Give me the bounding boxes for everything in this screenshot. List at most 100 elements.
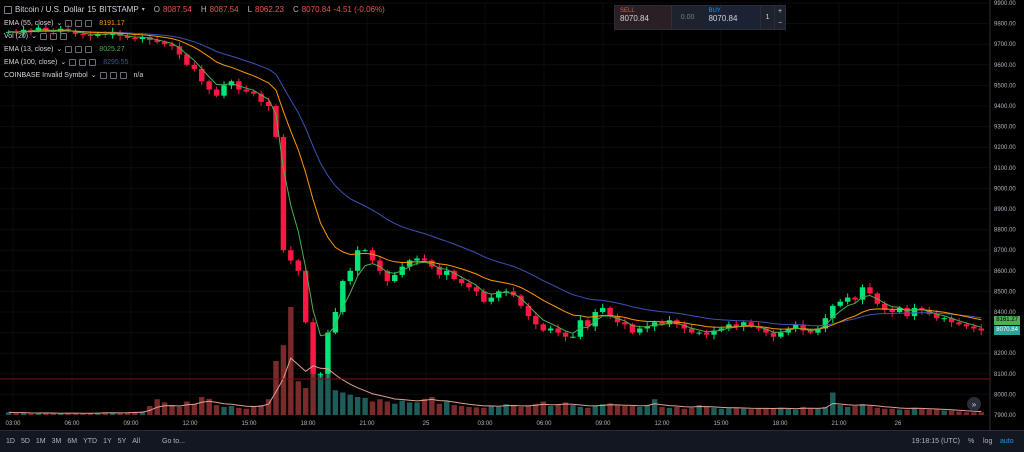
- volume-bar: [570, 405, 576, 415]
- close-icon[interactable]: [119, 71, 127, 79]
- candle-body: [562, 332, 569, 337]
- indicator-ema55[interactable]: EMA (55, close) ⌄ 8191.17: [4, 18, 125, 28]
- interval[interactable]: 15: [87, 5, 97, 14]
- candle-body: [451, 270, 457, 280]
- volume-bar: [87, 413, 94, 415]
- close-icon[interactable]: [60, 32, 67, 40]
- indicator-ema13[interactable]: EMA (13, close) ⌄ 8025.27: [4, 44, 125, 54]
- candle-body: [547, 328, 554, 331]
- auto-toggle[interactable]: auto: [1000, 438, 1014, 445]
- volume-bar: [354, 397, 361, 415]
- log-toggle[interactable]: log: [983, 438, 993, 445]
- settings-icon[interactable]: [79, 58, 87, 66]
- eye-icon[interactable]: [99, 71, 107, 79]
- range-5d[interactable]: 5D: [20, 438, 30, 445]
- quantity-stepper[interactable]: + −: [774, 6, 785, 29]
- range-5y[interactable]: 5Y: [117, 438, 127, 445]
- settings-icon[interactable]: [75, 45, 83, 53]
- candle-body: [95, 33, 101, 36]
- candle-body: [896, 307, 903, 312]
- y-tick-label: 9400.00: [994, 104, 1016, 110]
- x-tick-label: 15:00: [241, 421, 257, 427]
- volume-bar: [317, 374, 324, 415]
- candle-body: [273, 106, 279, 137]
- volume-bar: [377, 399, 383, 415]
- volume-bar: [926, 409, 933, 415]
- candle-body: [607, 307, 613, 317]
- volume-bar: [941, 410, 947, 415]
- eye-icon[interactable]: [65, 19, 73, 27]
- volume-bar: [13, 413, 19, 415]
- volume-bar: [963, 412, 970, 415]
- volume-bar: [785, 408, 791, 415]
- ema55-line: [8, 30, 982, 330]
- price-chart[interactable]: 9900.00 9800.00 9700.00 9600.00 9500.00 9400.…: [0, 0, 1024, 430]
- settings-icon[interactable]: [50, 32, 57, 40]
- volume-bar: [65, 412, 71, 415]
- range-all[interactable]: All: [132, 438, 141, 445]
- quantity-field[interactable]: 1: [760, 6, 774, 29]
- increment-button[interactable]: +: [777, 8, 783, 16]
- indicator-coinbase[interactable]: COINBASE Invalid Symbol ⌄ n/a: [4, 70, 143, 80]
- volume-bar: [659, 406, 665, 415]
- sell-label: SELL: [620, 8, 635, 14]
- candle-body: [703, 332, 710, 335]
- chevron-down-icon[interactable]: ⌄: [56, 46, 63, 53]
- volume-bar: [399, 400, 405, 415]
- eye-icon[interactable]: [65, 45, 73, 53]
- chevron-down-icon[interactable]: ▾: [141, 7, 145, 13]
- scroll-to-realtime-button[interactable]: »: [967, 397, 981, 411]
- range-3m[interactable]: 3M: [51, 438, 62, 445]
- close-icon[interactable]: [85, 45, 93, 53]
- volume-bar: [95, 412, 101, 415]
- eye-icon[interactable]: [69, 58, 77, 66]
- x-tick-label: 25: [423, 421, 430, 427]
- range-6m[interactable]: 6M: [67, 438, 78, 445]
- candle-body: [496, 291, 502, 298]
- range-1y[interactable]: 1Y: [103, 438, 112, 445]
- y-tick-label: 9300.00: [994, 125, 1016, 131]
- volume-bar: [741, 408, 747, 415]
- percent-toggle[interactable]: %: [968, 438, 975, 445]
- candle-body: [711, 330, 717, 335]
- indicator-ema100[interactable]: EMA (100, close) ⌄ 8295.55: [4, 57, 129, 67]
- range-1d[interactable]: 1D: [6, 438, 15, 445]
- symbol-name[interactable]: Bitcoin / U.S. Dollar: [15, 5, 85, 14]
- volume-bar: [258, 405, 264, 415]
- close-icon[interactable]: [89, 58, 97, 66]
- volume-bar: [6, 412, 12, 415]
- chevron-down-icon[interactable]: ⌄: [90, 72, 97, 79]
- range-1m[interactable]: 1M: [35, 438, 46, 445]
- candle-body: [191, 64, 198, 69]
- volume-bar: [770, 408, 777, 415]
- y-tick-label: 8500.00: [994, 289, 1016, 295]
- chevron-down-icon[interactable]: ⌄: [56, 20, 63, 27]
- buy-button[interactable]: BUY 8070.84: [703, 6, 761, 29]
- volume-bar: [592, 406, 598, 415]
- volume-bar: [473, 407, 480, 415]
- candle-body: [488, 297, 494, 302]
- settings-icon[interactable]: [109, 71, 117, 79]
- x-tick-label: 12:00: [182, 421, 198, 427]
- volume-bar: [540, 401, 546, 415]
- x-tick-label: 18:00: [300, 421, 316, 427]
- close-icon[interactable]: [85, 19, 93, 27]
- eye-icon[interactable]: [40, 32, 47, 40]
- candle-body: [755, 326, 762, 329]
- chevron-down-icon[interactable]: ⌄: [60, 59, 67, 66]
- volume-bar: [525, 406, 532, 415]
- settings-icon[interactable]: [75, 19, 83, 27]
- x-tick-label: 09:00: [595, 421, 611, 427]
- utc-clock[interactable]: 19:18:15 (UTC): [911, 438, 960, 445]
- chevron-down-icon[interactable]: ⌄: [31, 33, 37, 40]
- indicator-vol[interactable]: Vol (20) ⌄: [4, 31, 67, 41]
- volume-bar: [681, 408, 688, 415]
- goto-button[interactable]: Go to...: [162, 438, 185, 445]
- range-ytd[interactable]: YTD: [83, 438, 98, 445]
- close-value: 8070.84: [301, 5, 331, 14]
- volume-bar: [644, 405, 650, 415]
- volume-bar: [807, 408, 814, 415]
- sell-button[interactable]: SELL 8070.84: [615, 6, 672, 29]
- decrement-button[interactable]: −: [777, 19, 783, 27]
- candle-body: [340, 281, 346, 312]
